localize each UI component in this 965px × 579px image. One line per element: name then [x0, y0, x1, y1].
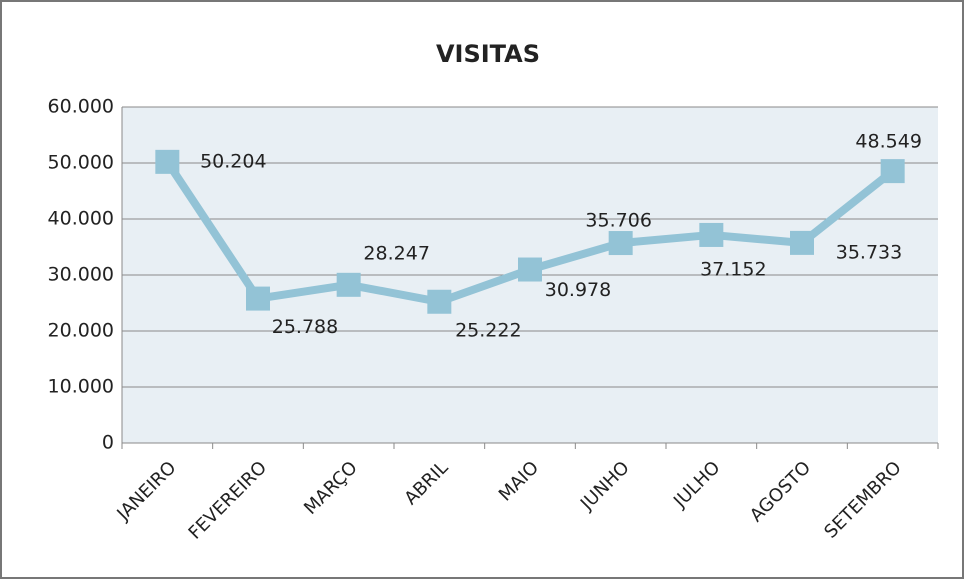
data-label: 48.549 [855, 131, 921, 153]
y-tick-label: 10.000 [48, 376, 114, 398]
data-label: 35.733 [836, 241, 902, 263]
data-label: 25.222 [455, 319, 521, 341]
chart-title: VISITAS [436, 40, 540, 68]
y-tick-label: 0 [102, 432, 114, 454]
marker [790, 230, 814, 255]
marker [246, 286, 270, 311]
y-tick-label: 30.000 [48, 264, 114, 286]
data-label: 50.204 [200, 150, 266, 172]
data-label: 28.247 [363, 242, 429, 264]
y-tick-label: 50.000 [48, 152, 114, 174]
marker [336, 272, 361, 297]
marker [699, 222, 724, 247]
y-tick-label: 20.000 [48, 320, 114, 342]
marker [608, 231, 633, 256]
data-label: 30.978 [545, 279, 611, 301]
marker [518, 257, 542, 282]
data-label: 37.152 [700, 258, 766, 280]
data-label: 25.788 [272, 316, 338, 338]
marker [427, 289, 452, 314]
y-tick-label: 60.000 [48, 96, 114, 118]
marker [880, 159, 905, 184]
marker [155, 149, 180, 174]
y-tick-label: 40.000 [48, 208, 114, 230]
data-label: 35.706 [585, 210, 651, 232]
